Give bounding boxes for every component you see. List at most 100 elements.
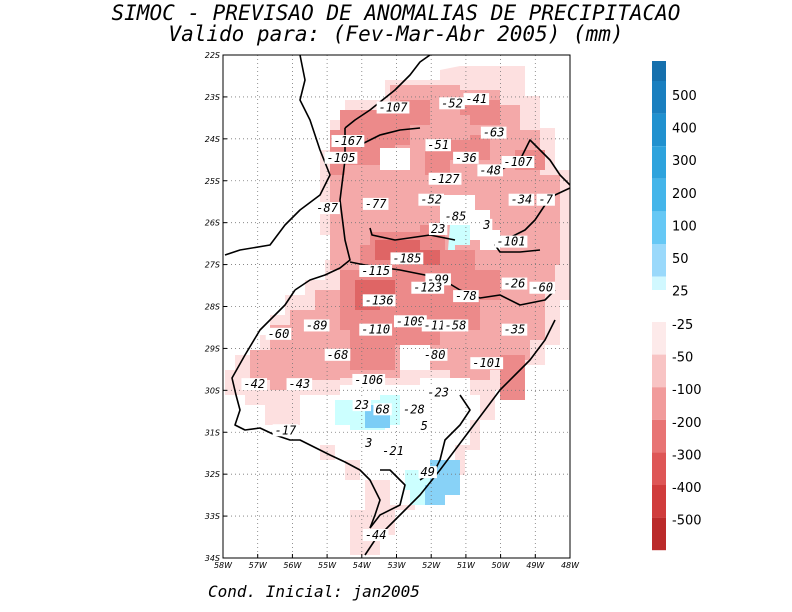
colorbar-swatch bbox=[652, 276, 666, 290]
anomaly-label-bg bbox=[425, 139, 451, 152]
anomaly-label: -23 bbox=[425, 386, 451, 400]
colorbar-label: 50 bbox=[672, 252, 689, 267]
anomaly-label-bg bbox=[418, 420, 430, 433]
anomaly-label: -36 bbox=[453, 151, 479, 165]
lat-tick-label: 28S bbox=[205, 303, 220, 312]
anomaly-label-bg bbox=[536, 193, 555, 206]
anomaly-label-bg bbox=[501, 155, 535, 168]
anomaly-label-text: -44 bbox=[365, 528, 387, 542]
anomaly-label-text: 49 bbox=[421, 465, 435, 479]
anomaly-label-text: -107 bbox=[379, 100, 409, 114]
anomaly-label: -123 bbox=[411, 281, 445, 295]
anomaly-label-text: -63 bbox=[483, 126, 505, 140]
anomaly-label: -107 bbox=[501, 155, 535, 169]
anomaly-label: -109 bbox=[393, 314, 427, 328]
anomaly-label-bg bbox=[453, 290, 479, 303]
anomaly-label: -7 bbox=[536, 193, 555, 207]
anomaly-label-bg bbox=[529, 281, 556, 294]
anomaly-label: 23 bbox=[352, 398, 371, 412]
anomaly-label-text: -41 bbox=[465, 92, 487, 106]
anomaly-label-bg bbox=[418, 466, 437, 479]
anomaly-label-text: -89 bbox=[306, 318, 328, 332]
anomaly-label: -21 bbox=[380, 444, 406, 458]
anomaly-label-text: 68 bbox=[375, 402, 389, 416]
lat-tick-label: 32S bbox=[205, 470, 220, 479]
lon-tick-label: 50W bbox=[492, 561, 511, 570]
anomaly-label-text: -127 bbox=[431, 172, 461, 186]
anomaly-label: -17 bbox=[272, 423, 299, 437]
colorbar-label: 25 bbox=[672, 285, 689, 300]
anomaly-labels: -107 -52 -41-63-167 -51-105 -36 -107-48-127-3… bbox=[241, 92, 556, 542]
political-borders bbox=[224, 55, 570, 556]
colorbar-label: -50 bbox=[672, 351, 693, 366]
anomaly-label: -87 bbox=[314, 201, 340, 215]
anomaly-label-bg bbox=[303, 319, 330, 332]
anomaly-label-text: -80 bbox=[424, 348, 446, 362]
anomaly-label: -58 bbox=[442, 318, 469, 332]
anomaly-label-text: -78 bbox=[455, 289, 477, 303]
anomaly-label-bg bbox=[470, 357, 504, 370]
colorbar-label: -500 bbox=[672, 514, 702, 529]
border-state-pr-sc bbox=[369, 227, 456, 241]
colorbar-label: -200 bbox=[672, 416, 702, 431]
anomaly-label-text: -17 bbox=[275, 423, 297, 437]
lon-tick-label: 52W bbox=[422, 561, 441, 570]
anomaly-label: 3 bbox=[481, 218, 493, 232]
anomaly-label-bg bbox=[324, 348, 351, 361]
colorbar-swatch bbox=[652, 419, 666, 453]
anomaly-label: -185 bbox=[390, 251, 424, 265]
anomaly-label: -136 bbox=[362, 293, 396, 307]
anomaly-label: -105 bbox=[324, 151, 358, 165]
colorbar-swatch bbox=[652, 178, 666, 212]
anomaly-label-bg bbox=[362, 197, 389, 210]
colorbar-label: 200 bbox=[672, 187, 697, 202]
anomaly-label: -167 bbox=[331, 134, 365, 148]
colorbar-swatch bbox=[652, 146, 666, 179]
anomaly-label-bg bbox=[362, 294, 396, 307]
anomaly-label: -115 bbox=[359, 264, 393, 278]
border-parana-north bbox=[224, 55, 331, 256]
anomaly-label-text: 23 bbox=[431, 222, 445, 236]
anomaly-label-bg bbox=[418, 193, 444, 206]
anomaly-label-text: -101 bbox=[472, 356, 501, 370]
anomaly-label: -60 bbox=[265, 327, 292, 341]
colorbar-label: -400 bbox=[672, 481, 702, 496]
anomaly-label-text: -68 bbox=[327, 348, 349, 362]
anomaly-label-text: -87 bbox=[316, 201, 338, 215]
anomaly-label-text: -110 bbox=[361, 323, 390, 337]
anomaly-label-bg bbox=[331, 135, 365, 148]
anomaly-label-text: -136 bbox=[365, 293, 394, 307]
map-subtitle: Valido para: (Fev-Mar-Abr 2005) (mm) bbox=[168, 22, 624, 46]
anomaly-label-text: -77 bbox=[365, 197, 387, 211]
anomaly-label: -101 bbox=[494, 235, 528, 249]
anomaly-label-bg bbox=[411, 281, 445, 294]
anomaly-label-text: -23 bbox=[427, 386, 449, 400]
lat-tick-label: 24S bbox=[205, 135, 220, 144]
anomaly-label-text: -123 bbox=[413, 281, 442, 295]
anomaly-label-text: -36 bbox=[455, 151, 477, 165]
anomaly-label-text: -48 bbox=[479, 163, 501, 177]
anomaly-label-text: 23 bbox=[355, 398, 369, 412]
lon-tick-label: 54W bbox=[353, 561, 372, 570]
colorbar-swatch bbox=[652, 452, 666, 485]
anomaly-label-bg bbox=[425, 386, 451, 399]
anomaly-label: 68 bbox=[373, 402, 392, 416]
anomaly-label: -44 bbox=[362, 528, 389, 542]
lat-tick-label: 34S bbox=[205, 554, 220, 563]
anomaly-label-text: -35 bbox=[504, 323, 526, 337]
anomaly-label-text: -60 bbox=[268, 327, 290, 341]
coastline-south bbox=[364, 319, 556, 556]
anomaly-label-bg bbox=[480, 126, 507, 139]
anomaly-label-bg bbox=[265, 327, 292, 340]
anomaly-label: -127 bbox=[428, 172, 462, 186]
anomaly-label-bg bbox=[442, 319, 469, 332]
anomaly-label-text: -43 bbox=[288, 377, 310, 391]
anomaly-label-text: -34 bbox=[511, 193, 533, 207]
anomaly-label-text: -115 bbox=[361, 264, 390, 278]
anomaly-label-bg bbox=[439, 97, 465, 110]
anomaly-label-bg bbox=[494, 235, 528, 248]
anomaly-label-bg bbox=[421, 348, 448, 361]
colorbar-swatch bbox=[652, 211, 666, 244]
anomaly-label: 49 bbox=[418, 465, 437, 479]
longitude-ticks: 58W 57W 56W 55W 54W 53W 52W 51W 50W 49W 48W bbox=[214, 554, 580, 570]
